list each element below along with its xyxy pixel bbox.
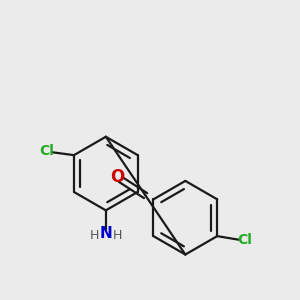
Text: Cl: Cl <box>39 144 54 158</box>
Text: N: N <box>100 226 112 241</box>
Text: H: H <box>112 229 122 242</box>
Text: O: O <box>110 168 124 186</box>
Text: Cl: Cl <box>237 233 252 247</box>
Text: H: H <box>90 229 99 242</box>
